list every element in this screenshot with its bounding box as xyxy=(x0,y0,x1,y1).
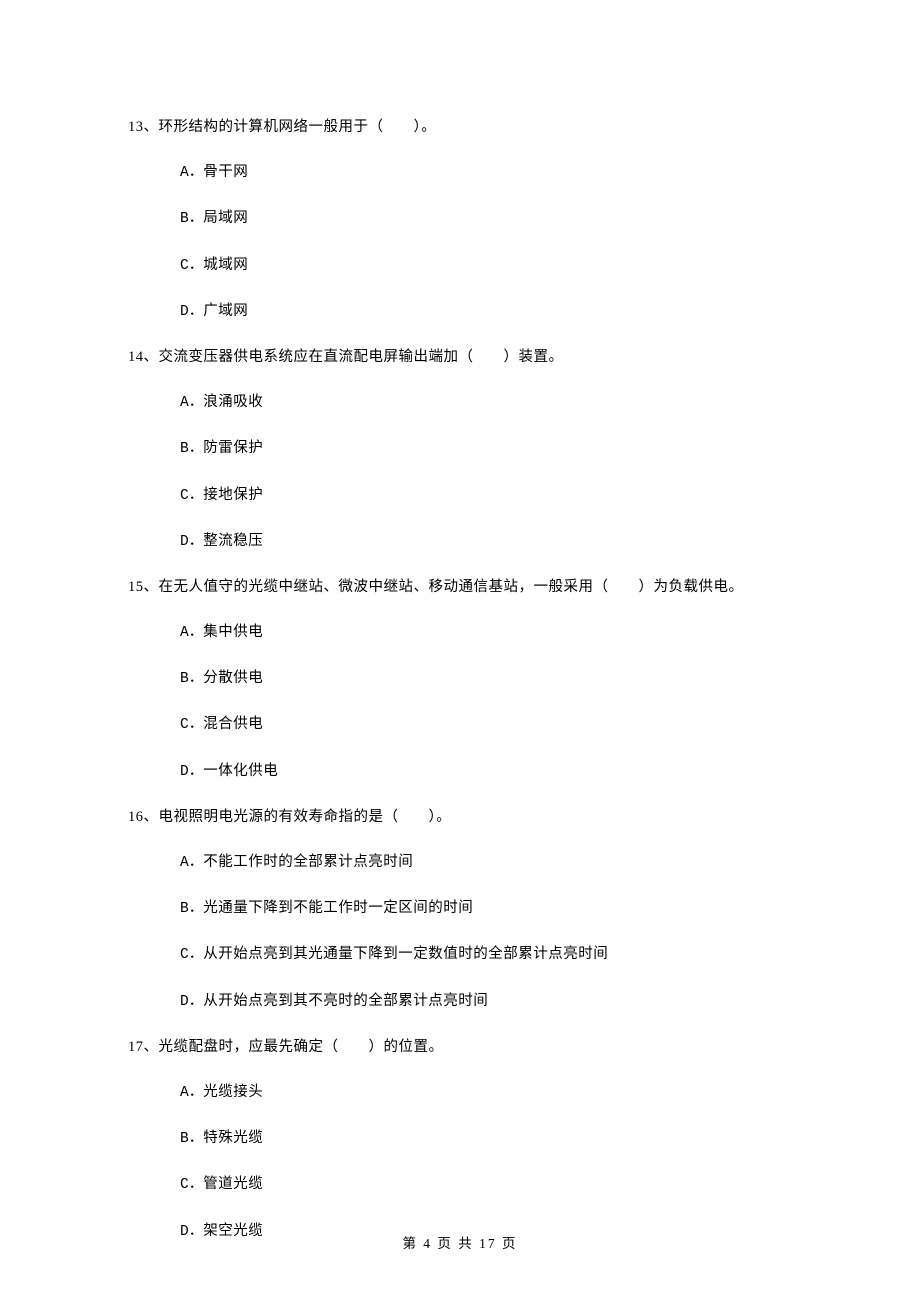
option-label: C． xyxy=(180,488,203,504)
option-b: B．特殊光缆 xyxy=(180,1127,792,1151)
option-label: C． xyxy=(180,717,203,733)
option-text: 浪涌吸收 xyxy=(203,394,263,410)
option-label: D． xyxy=(180,764,203,780)
option-c: C．管道光缆 xyxy=(180,1173,792,1197)
option-text: 不能工作时的全部累计点亮时间 xyxy=(203,854,413,870)
options-list: A．不能工作时的全部累计点亮时间 B．光通量下降到不能工作时一定区间的时间 C．… xyxy=(128,851,792,1014)
option-a: A．光缆接头 xyxy=(180,1081,792,1105)
option-label: B． xyxy=(180,441,203,457)
question-17: 17、光缆配盘时，应最先确定（ ）的位置。 A．光缆接头 B．特殊光缆 C．管道… xyxy=(128,1036,792,1244)
option-text: 管道光缆 xyxy=(203,1176,263,1192)
question-number: 15、 xyxy=(128,579,159,595)
option-label: C． xyxy=(180,1177,203,1193)
option-label: A． xyxy=(180,625,203,641)
question-16: 16、电视照明电光源的有效寿命指的是（ ）。 A．不能工作时的全部累计点亮时间 … xyxy=(128,806,792,1014)
option-label: B． xyxy=(180,901,203,917)
option-c: C．接地保护 xyxy=(180,484,792,508)
question-number: 13、 xyxy=(128,119,159,135)
option-label: C． xyxy=(180,947,203,963)
option-d: D．一体化供电 xyxy=(180,760,792,784)
option-a: A．浪涌吸收 xyxy=(180,391,792,415)
option-d: D．整流稳压 xyxy=(180,530,792,554)
option-text: 光缆接头 xyxy=(203,1084,263,1100)
options-list: A．集中供电 B．分散供电 C．混合供电 D．一体化供电 xyxy=(128,621,792,784)
option-b: B．光通量下降到不能工作时一定区间的时间 xyxy=(180,897,792,921)
options-list: A．骨干网 B．局域网 C．城域网 D．广域网 xyxy=(128,161,792,324)
option-label: B． xyxy=(180,1131,203,1147)
option-text: 分散供电 xyxy=(203,670,263,686)
option-b: B．防雷保护 xyxy=(180,437,792,461)
option-label: D． xyxy=(180,534,203,550)
option-label: B． xyxy=(180,211,203,227)
option-label: D． xyxy=(180,304,203,320)
question-15: 15、在无人值守的光缆中继站、微波中继站、移动通信基站，一般采用（ ）为负载供电… xyxy=(128,576,792,784)
page-footer: 第 4 页 共 17 页 xyxy=(0,1232,920,1252)
option-text: 一体化供电 xyxy=(203,763,278,779)
question-number: 16、 xyxy=(128,809,159,825)
question-text: 16、电视照明电光源的有效寿命指的是（ ）。 xyxy=(128,806,792,829)
question-text: 15、在无人值守的光缆中继站、微波中继站、移动通信基站，一般采用（ ）为负载供电… xyxy=(128,576,792,599)
option-text: 集中供电 xyxy=(203,624,263,640)
option-text: 从开始点亮到其光通量下降到一定数值时的全部累计点亮时间 xyxy=(203,946,608,962)
options-list: A．光缆接头 B．特殊光缆 C．管道光缆 D．架空光缆 xyxy=(128,1081,792,1244)
options-list: A．浪涌吸收 B．防雷保护 C．接地保护 D．整流稳压 xyxy=(128,391,792,554)
option-text: 局域网 xyxy=(203,210,248,226)
option-d: D．广域网 xyxy=(180,300,792,324)
option-label: C． xyxy=(180,258,203,274)
question-number: 14、 xyxy=(128,349,159,365)
question-stem: 环形结构的计算机网络一般用于（ ）。 xyxy=(159,119,437,135)
question-text: 14、交流变压器供电系统应在直流配电屏输出端加（ ）装置。 xyxy=(128,346,792,369)
option-a: A．集中供电 xyxy=(180,621,792,645)
option-label: D． xyxy=(180,994,203,1010)
option-d: D．从开始点亮到其不亮时的全部累计点亮时间 xyxy=(180,990,792,1014)
option-text: 整流稳压 xyxy=(203,533,263,549)
option-c: C．从开始点亮到其光通量下降到一定数值时的全部累计点亮时间 xyxy=(180,943,792,967)
option-text: 城域网 xyxy=(203,257,248,273)
option-label: A． xyxy=(180,855,203,871)
option-text: 接地保护 xyxy=(203,487,263,503)
question-number: 17、 xyxy=(128,1039,159,1055)
option-text: 混合供电 xyxy=(203,716,263,732)
question-stem: 光缆配盘时，应最先确定（ ）的位置。 xyxy=(159,1039,444,1055)
option-text: 光通量下降到不能工作时一定区间的时间 xyxy=(203,900,473,916)
option-label: A． xyxy=(180,395,203,411)
question-text: 17、光缆配盘时，应最先确定（ ）的位置。 xyxy=(128,1036,792,1059)
option-text: 从开始点亮到其不亮时的全部累计点亮时间 xyxy=(203,993,488,1009)
question-text: 13、环形结构的计算机网络一般用于（ ）。 xyxy=(128,116,792,139)
question-14: 14、交流变压器供电系统应在直流配电屏输出端加（ ）装置。 A．浪涌吸收 B．防… xyxy=(128,346,792,554)
option-a: A．骨干网 xyxy=(180,161,792,185)
option-c: C．混合供电 xyxy=(180,713,792,737)
question-stem: 电视照明电光源的有效寿命指的是（ ）。 xyxy=(159,809,452,825)
option-b: B．分散供电 xyxy=(180,667,792,691)
option-text: 骨干网 xyxy=(203,164,248,180)
option-label: A． xyxy=(180,1085,203,1101)
option-b: B．局域网 xyxy=(180,207,792,231)
page-content: 13、环形结构的计算机网络一般用于（ ）。 A．骨干网 B．局域网 C．城域网 … xyxy=(0,0,920,1244)
option-label: A． xyxy=(180,165,203,181)
option-text: 特殊光缆 xyxy=(203,1130,263,1146)
option-text: 防雷保护 xyxy=(203,440,263,456)
option-c: C．城域网 xyxy=(180,254,792,278)
option-text: 广域网 xyxy=(203,303,248,319)
option-a: A．不能工作时的全部累计点亮时间 xyxy=(180,851,792,875)
question-stem: 交流变压器供电系统应在直流配电屏输出端加（ ）装置。 xyxy=(159,349,564,365)
question-13: 13、环形结构的计算机网络一般用于（ ）。 A．骨干网 B．局域网 C．城域网 … xyxy=(128,116,792,324)
option-label: B． xyxy=(180,671,203,687)
question-stem: 在无人值守的光缆中继站、微波中继站、移动通信基站，一般采用（ ）为负载供电。 xyxy=(159,579,744,595)
